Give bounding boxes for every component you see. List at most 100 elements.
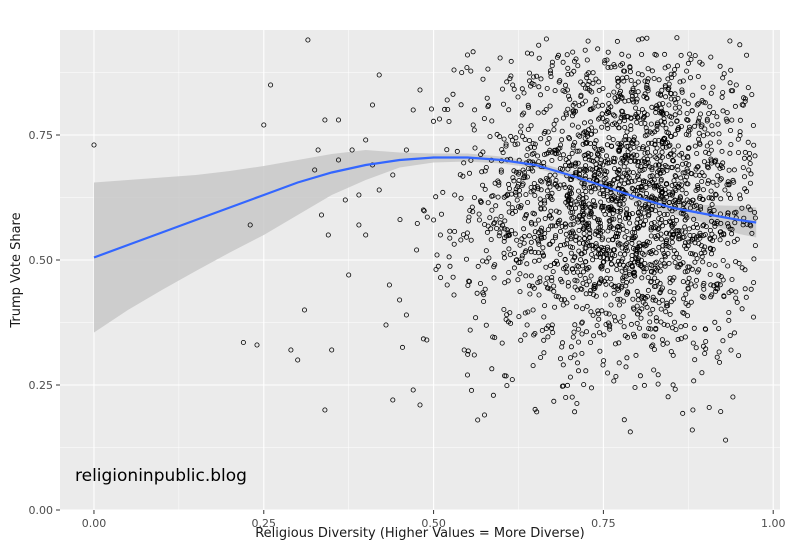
data-point [680,78,686,84]
data-point [663,125,669,131]
data-point [502,226,508,232]
data-point [639,275,645,281]
data-point [660,144,666,150]
data-point [509,377,515,383]
data-point [663,240,669,246]
data-point [655,372,661,378]
data-point [315,147,321,153]
data-point [637,325,643,331]
data-point [499,222,505,228]
data-point [558,142,564,148]
data-point [517,242,523,248]
data-point [720,75,726,81]
data-point [519,86,525,92]
data-point [482,168,488,174]
data-point [634,188,640,194]
data-point [458,195,464,201]
data-point [499,340,505,346]
data-point [633,158,639,164]
data-point [663,230,669,236]
data-point [559,128,565,134]
data-point [535,239,541,245]
data-point [386,282,392,288]
data-point [472,145,478,151]
data-point [662,191,668,197]
data-point [631,99,637,105]
data-point [719,148,725,154]
data-point [630,87,636,93]
data-point [498,169,504,175]
data-point [658,176,664,182]
data-point [490,392,496,398]
data-point [736,353,742,359]
data-point [586,226,592,232]
data-point [547,213,553,219]
data-point [622,125,628,131]
data-point [485,104,491,110]
data-point [615,93,621,99]
data-point [548,223,554,229]
data-point [623,265,629,271]
data-point [588,119,594,125]
data-point [646,140,652,146]
data-point [620,275,626,281]
data-point [695,183,701,189]
data-point [505,278,511,284]
data-point [625,143,631,149]
data-point [600,86,606,92]
data-point [628,321,634,327]
data-point [568,355,574,361]
data-point [558,356,564,362]
data-point [628,278,634,284]
data-point [619,96,625,102]
data-point [664,300,670,306]
data-point [704,118,710,124]
data-point [686,226,692,232]
data-point [683,322,689,328]
data-point [574,400,580,406]
data-point [295,357,301,363]
data-point [576,264,582,270]
data-point [452,228,458,234]
data-point [312,167,318,173]
data-point [701,294,707,300]
data-point [446,119,452,125]
data-point [716,131,722,137]
data-point [632,178,638,184]
data-point [568,222,574,228]
data-point [543,175,549,181]
data-point [599,111,605,117]
data-point [424,337,430,343]
data-point [751,142,757,148]
data-point [459,70,465,76]
data-point [518,123,524,129]
data-point [737,129,743,135]
data-point [487,134,493,140]
data-point [497,55,503,61]
data-point [489,118,495,124]
data-point [716,326,722,332]
data-point [502,373,508,379]
data-point [560,302,566,308]
data-point [507,76,513,82]
data-point [707,271,713,277]
data-point [652,275,658,281]
data-point [464,65,470,71]
data-point [560,362,566,368]
data-point [581,184,587,190]
data-point [708,188,714,194]
data-point [733,259,739,265]
data-point [567,163,573,169]
data-point [653,315,659,321]
data-point [591,173,597,179]
data-point [685,280,691,286]
data-point [717,177,723,183]
data-point [421,208,427,214]
data-point [558,242,564,248]
data-point [598,199,604,205]
data-point [565,280,571,286]
data-point [600,254,606,260]
data-point [658,236,664,242]
data-point [636,37,642,43]
data-point [548,74,554,80]
